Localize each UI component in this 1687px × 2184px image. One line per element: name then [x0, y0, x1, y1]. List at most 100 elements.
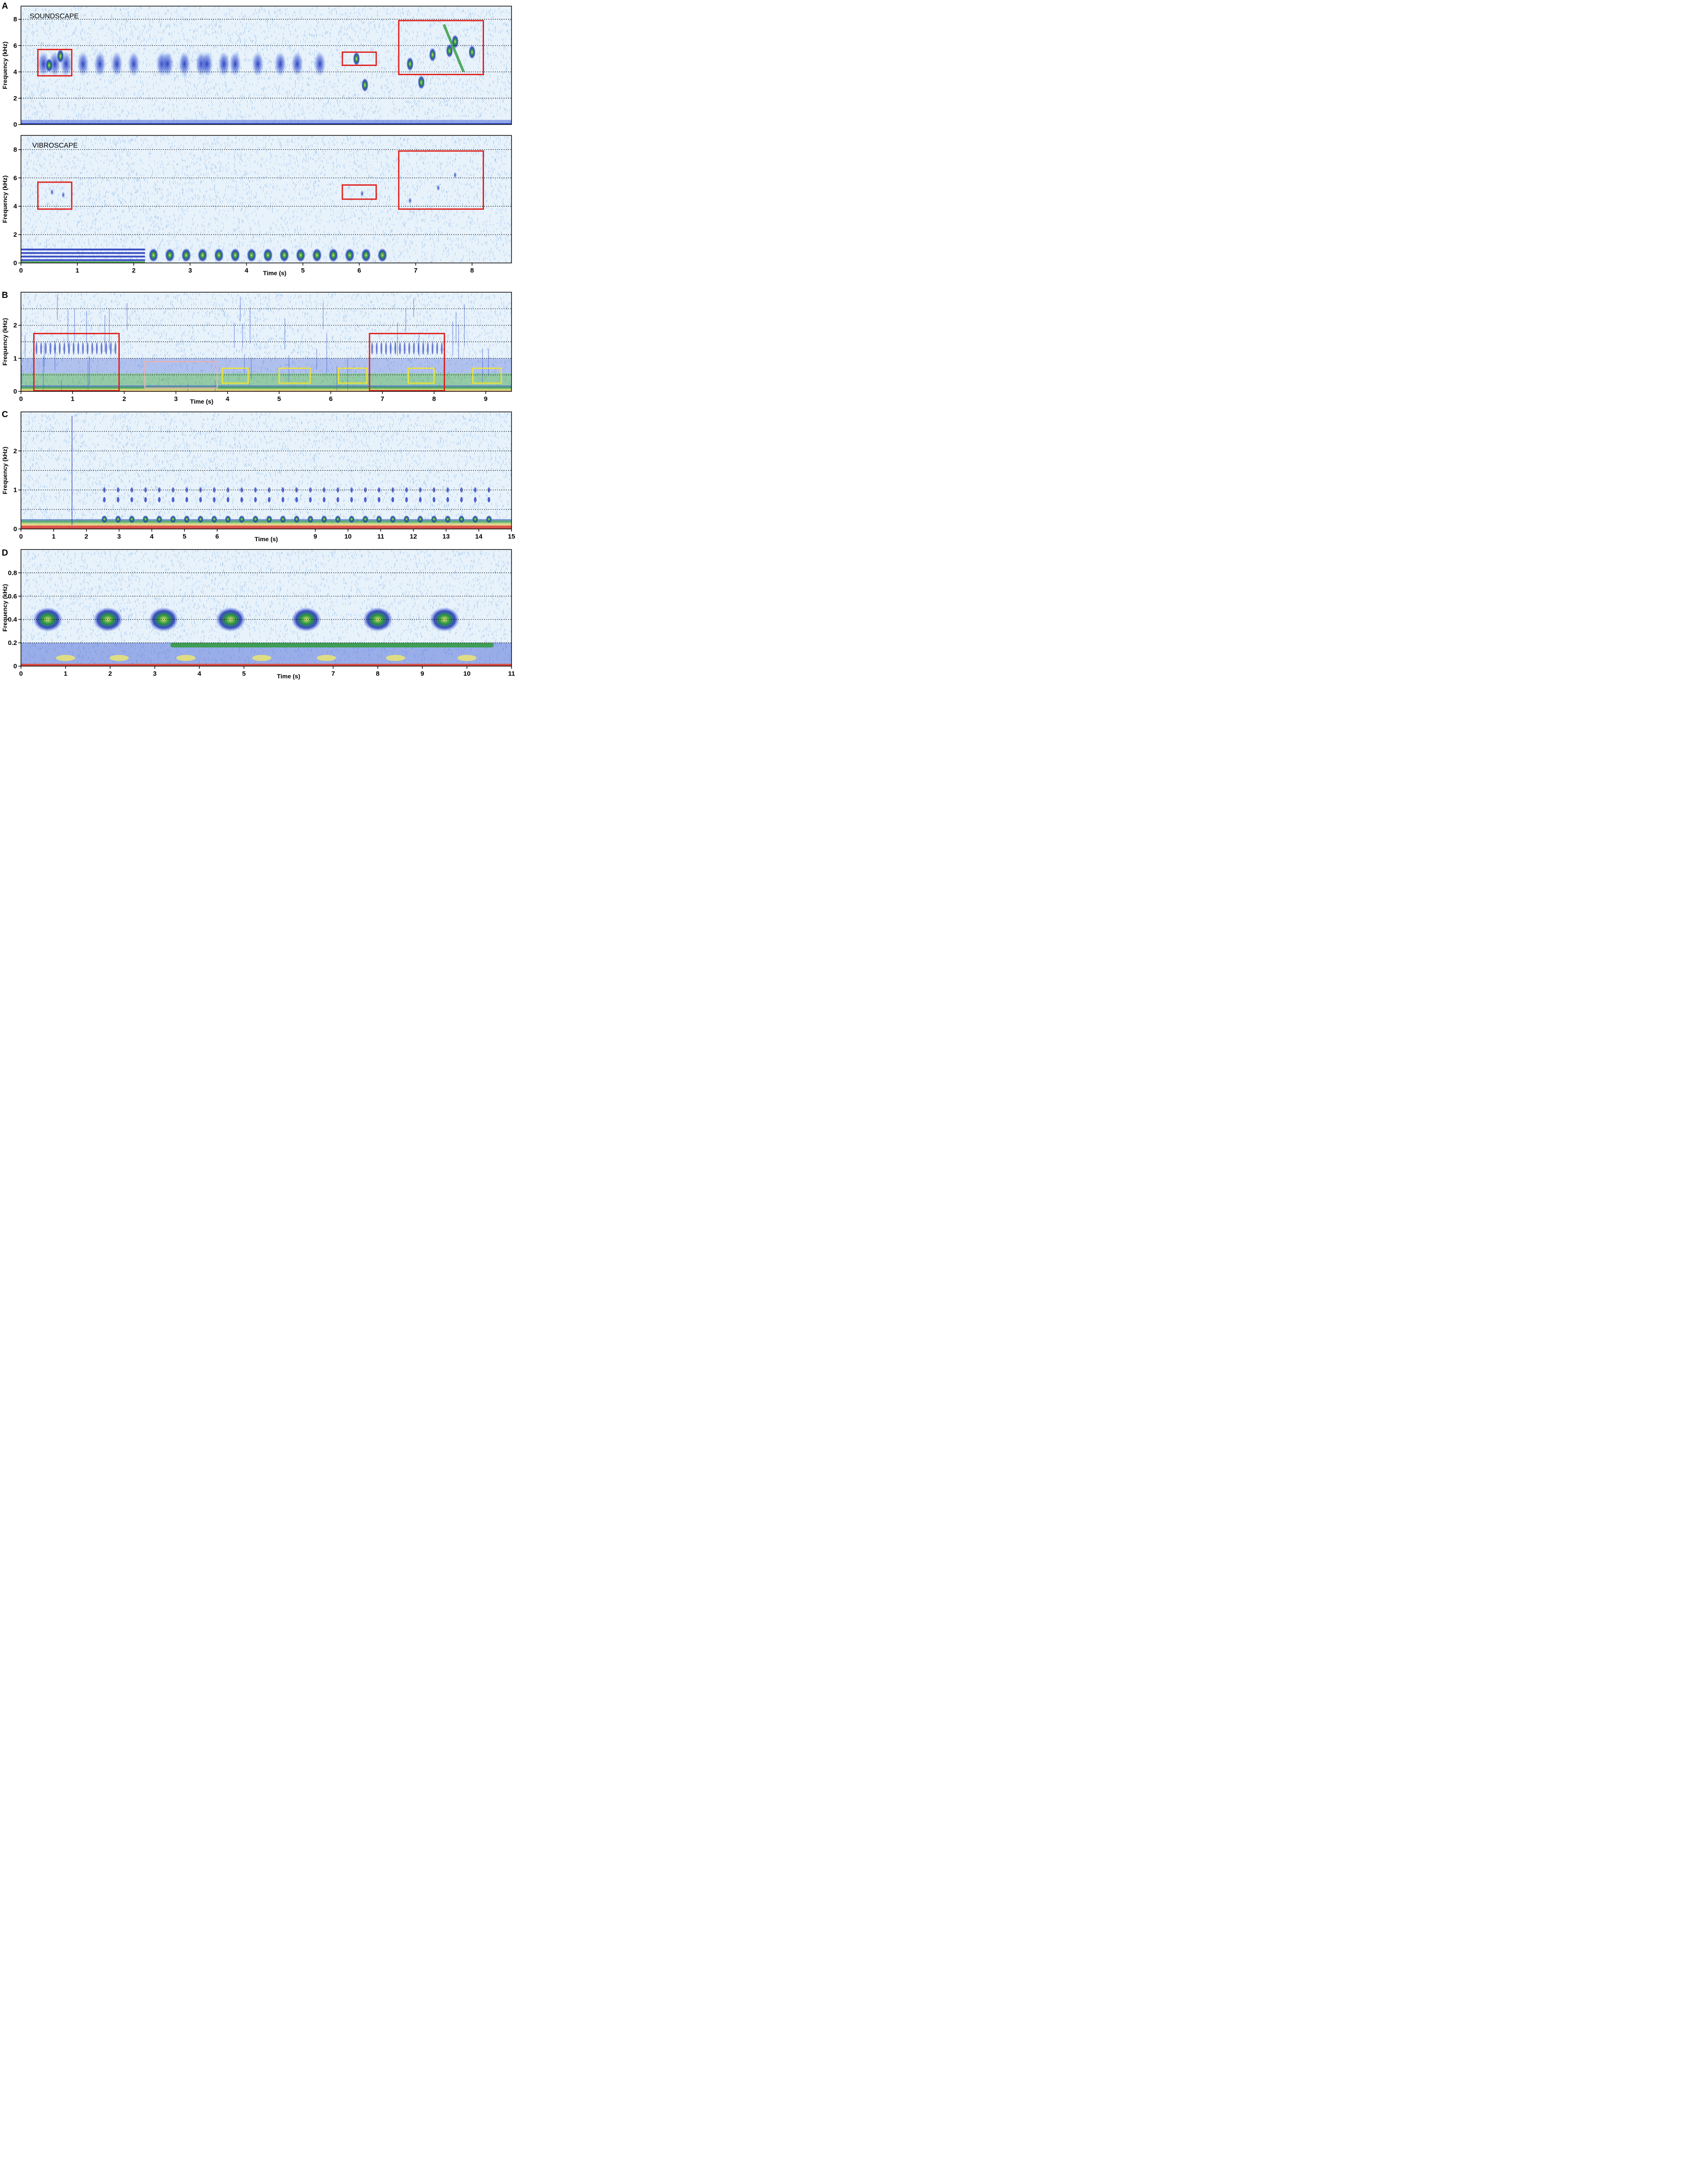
y-axis-title: Frequency (kHz): [1, 584, 8, 632]
x-tick-label: 1: [64, 670, 67, 677]
x-tick-label: 5: [301, 267, 304, 274]
pulse-stroke: [422, 342, 424, 355]
y-tick-label: 0: [14, 259, 17, 267]
faint-call: [436, 184, 440, 192]
x-tick-label: 11: [377, 533, 384, 540]
harmonic-mark: [474, 497, 477, 502]
x-tick-label: 9: [484, 395, 487, 403]
highlight-box-yellow: [472, 367, 502, 384]
x-tick-label: 15: [508, 533, 515, 540]
y-axis-title: Frequency (kHz): [1, 318, 8, 366]
x-tick-label: 9: [421, 670, 424, 677]
click-line: [244, 354, 245, 374]
harmonic-mark: [199, 497, 202, 502]
low-tone: [317, 655, 336, 661]
pulse-stroke: [110, 342, 112, 355]
sustained-tone: [170, 643, 494, 648]
highlight-box-pink: [144, 361, 218, 389]
pulse-stroke: [40, 342, 42, 355]
y-tick-label: 6: [14, 174, 17, 182]
low-frequency-floor: [21, 385, 512, 391]
pulse-blob: [377, 248, 387, 263]
pulse-blob: [307, 515, 314, 523]
pulse-stroke: [371, 342, 373, 355]
y-tick-label: 0: [14, 121, 17, 128]
harmonic-mark: [103, 497, 106, 502]
pulse-blob: [376, 515, 382, 523]
x-tick-label: 12: [410, 533, 417, 540]
y-tick-label: 2: [14, 95, 17, 102]
x-tick-label: 1: [52, 533, 55, 540]
pulse-blob: [335, 515, 341, 523]
panel-letter-d: D: [2, 548, 8, 558]
pulse-blob: [361, 248, 371, 263]
pulse-stroke: [380, 342, 383, 355]
click-line: [214, 380, 216, 391]
pulse-stroke: [432, 342, 434, 355]
pulse-blob: [345, 248, 355, 263]
y-tick-label: 0: [14, 525, 17, 533]
harmonic-mark: [144, 497, 147, 502]
x-tick-label: 10: [463, 670, 471, 677]
signal-blob: [93, 51, 106, 77]
pulse-stroke: [385, 342, 387, 355]
pulse-blob: [128, 515, 135, 523]
harmonic-mark: [460, 487, 463, 493]
y-tick-label: 1: [14, 355, 17, 362]
x-tick-label: 4: [226, 395, 230, 403]
y-tick-label: 0: [14, 663, 17, 670]
x-tick-label: 2: [108, 670, 112, 677]
pulse-blob: [115, 515, 121, 523]
y-tick-label: 4: [14, 203, 17, 210]
harmonic-mark: [364, 487, 367, 493]
highlight-box-red: [369, 333, 445, 391]
click-line: [74, 308, 75, 342]
harmonic-mark: [487, 497, 491, 502]
signal-blob: [76, 51, 89, 77]
harmonic-mark: [226, 497, 229, 502]
y-tick-label: 1: [14, 487, 17, 494]
harmonic-mark: [281, 497, 284, 502]
panel-a-vibroscape: 0 2 4 6 8 0 1 2 3 4 5 6 7 8 Frequency (kHz) Time (s): [1, 135, 512, 276]
y-tick-label: 0.8: [8, 569, 17, 577]
click-line: [67, 310, 69, 347]
faint-call: [408, 197, 412, 204]
x-tick-label: 6: [215, 533, 219, 540]
pulse-blob: [156, 515, 162, 523]
spectrogram-texture: [21, 135, 512, 263]
harmonic-mark: [405, 497, 408, 502]
harmonic-mark: [405, 487, 408, 493]
click-line: [24, 335, 26, 358]
x-tick-label: 3: [188, 267, 192, 274]
harmonic-mark: [130, 497, 133, 502]
y-tick-label: 8: [14, 146, 17, 153]
pulse-blob: [321, 515, 328, 523]
low-tone: [252, 655, 272, 661]
pulse-blob: [362, 515, 369, 523]
highlight-box-red: [37, 181, 73, 210]
x-tick-label: 0: [19, 533, 23, 540]
pulse-stroke: [73, 342, 75, 355]
pulse-blob: [403, 515, 410, 523]
harmonic-mark: [281, 487, 284, 493]
harmonic-stripe: [21, 259, 145, 261]
plot-frame: [21, 135, 512, 263]
x-tick-label: 4: [197, 670, 201, 677]
pulse-stroke: [91, 342, 93, 355]
harmonic-mark: [460, 497, 463, 502]
x-tick-label: 8: [470, 267, 474, 274]
harmonic-mark: [364, 497, 367, 502]
signal-blob: [218, 51, 230, 77]
click-line: [284, 318, 285, 350]
click-line: [240, 296, 241, 321]
y-tick-label: 2: [14, 447, 17, 455]
bird-call: [468, 45, 476, 59]
signal-blob: [37, 51, 50, 77]
pulse-blob: [101, 515, 107, 523]
pulse-stroke: [404, 342, 406, 355]
click-line: [86, 311, 87, 344]
x-tick-label: 7: [414, 267, 417, 274]
bird-call: [406, 57, 414, 71]
floor-red: [21, 525, 512, 529]
